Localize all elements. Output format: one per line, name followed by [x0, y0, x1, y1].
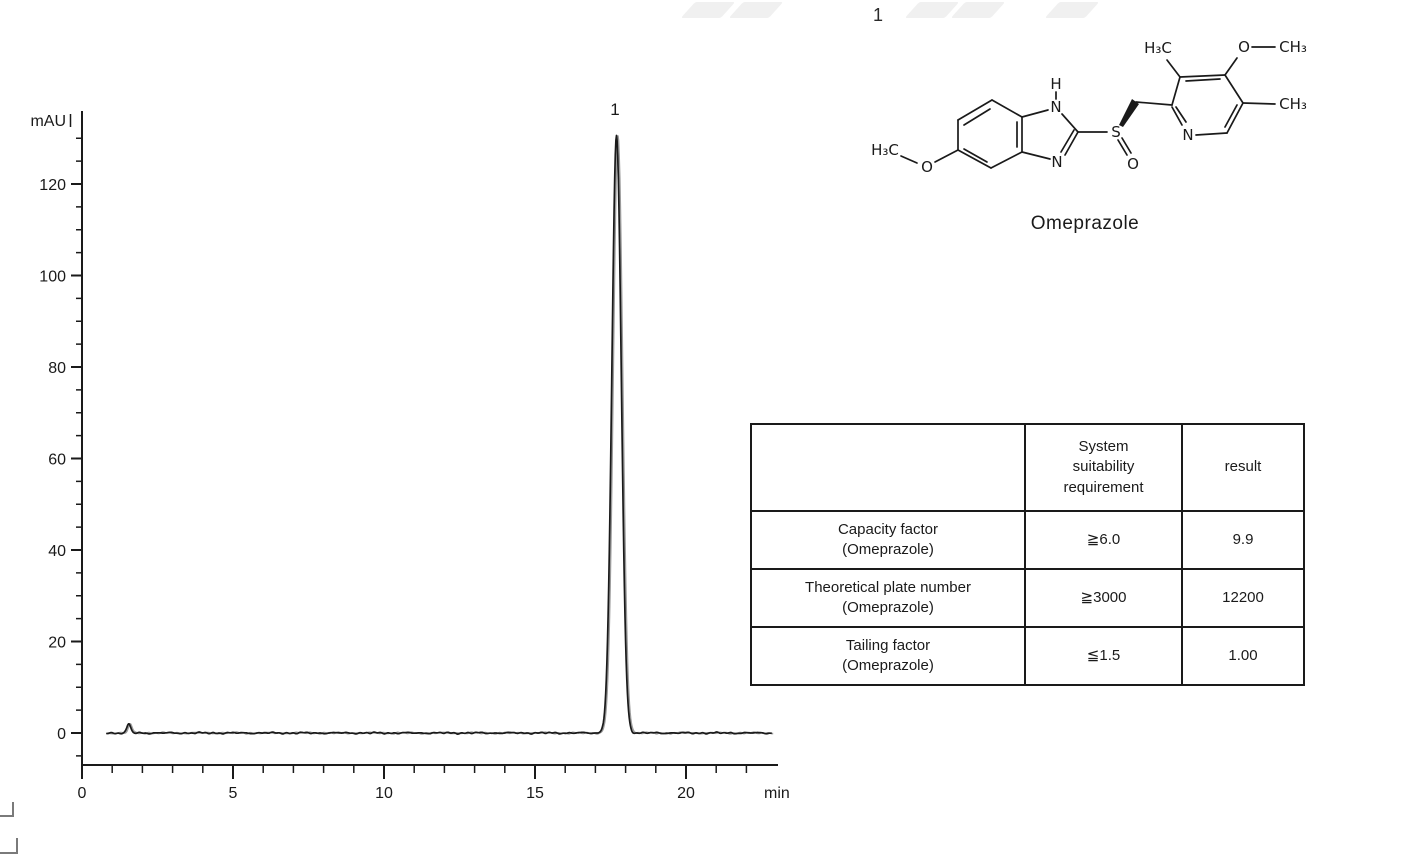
atom-label-ch3-top: CH₃ — [1279, 38, 1307, 56]
system-suitability-table: System suitability requirement result Ca… — [750, 423, 1305, 686]
atom-label-s: S — [1111, 123, 1121, 141]
watermark-stroke — [1044, 2, 1100, 18]
requirement-cell: ≦1.5 — [1024, 626, 1183, 686]
table-row: Tailing factor (Omeprazole) ≦1.5 1.00 — [750, 626, 1305, 686]
y-axis-label: mAU — [30, 113, 66, 130]
header-requirement-cell: System suitability requirement — [1024, 423, 1183, 512]
atom-label-h: H — [1050, 75, 1061, 93]
x-tick-label: 15 — [526, 785, 544, 802]
result-cell: 1.00 — [1181, 626, 1305, 686]
y-tick-label: 20 — [48, 635, 66, 652]
header-result-cell: result — [1181, 423, 1305, 512]
watermark-stroke — [950, 2, 1006, 18]
atom-label-n-pyridine: N — [1182, 126, 1193, 144]
table-row: Capacity factor (Omeprazole) ≧6.0 9.9 — [750, 510, 1305, 570]
atom-labels: H₃C O H N N S O H₃C O CH₃ CH₃ N — [871, 38, 1307, 176]
atom-label-ch3-right: CH₃ — [1279, 95, 1307, 113]
bond-lines — [900, 46, 1276, 169]
requirement-cell: ≧3000 — [1024, 568, 1183, 628]
x-tick-label: 10 — [375, 785, 393, 802]
y-tick-label: 0 — [57, 726, 66, 743]
watermark-stroke — [904, 2, 960, 18]
signal-trace — [105, 134, 773, 735]
atom-label-o-sulf: O — [1127, 155, 1139, 173]
peak-label: 1 — [610, 100, 619, 119]
y-tick-label: 120 — [39, 177, 66, 194]
parameter-cell: Capacity factor (Omeprazole) — [750, 510, 1026, 570]
signal-trace-shadow — [107, 135, 774, 735]
result-cell: 9.9 — [1181, 510, 1305, 570]
atom-label-o-top: O — [1238, 38, 1250, 56]
x-axis-label: min — [764, 785, 790, 802]
chromatogram-chart: 0 20 40 60 80 100 120 mAU 0 5 10 15 20 min 1 — [30, 100, 790, 802]
atom-label-n1: N — [1050, 98, 1061, 116]
y-tick-label: 100 — [39, 269, 66, 286]
requirement-cell: ≧6.0 — [1024, 510, 1183, 570]
cropped-glyph-artifact — [0, 802, 14, 817]
atom-label-o-left: O — [921, 158, 933, 176]
x-tick-label: 5 — [229, 785, 238, 802]
cropped-glyph-artifact — [0, 838, 18, 854]
omeprazole-structure: H₃C O H N N S O H₃C O CH₃ CH₃ N — [871, 38, 1307, 176]
result-cell: 12200 — [1181, 568, 1305, 628]
atom-label-n3: N — [1051, 153, 1062, 171]
x-tick-label: 20 — [677, 785, 695, 802]
parameter-cell: Tailing factor (Omeprazole) — [750, 626, 1026, 686]
y-tick-label: 60 — [48, 452, 66, 469]
y-tick-label: 80 — [48, 360, 66, 377]
atom-label-h3c-left: H₃C — [871, 141, 899, 159]
atom-label-h3c-top: H₃C — [1144, 39, 1172, 57]
table-header-row: System suitability requirement result — [750, 423, 1305, 512]
x-tick-label: 0 — [78, 785, 87, 802]
watermark-stroke — [680, 2, 736, 18]
y-tick-label: 40 — [48, 543, 66, 560]
header-empty-cell — [750, 423, 1026, 512]
figure-number: 1 — [872, 5, 883, 25]
table-row: Theoretical plate number (Omeprazole) ≧3… — [750, 568, 1305, 628]
watermark-stroke — [728, 2, 784, 18]
structure-caption: Omeprazole — [1030, 213, 1140, 234]
parameter-cell: Theoretical plate number (Omeprazole) — [750, 568, 1026, 628]
